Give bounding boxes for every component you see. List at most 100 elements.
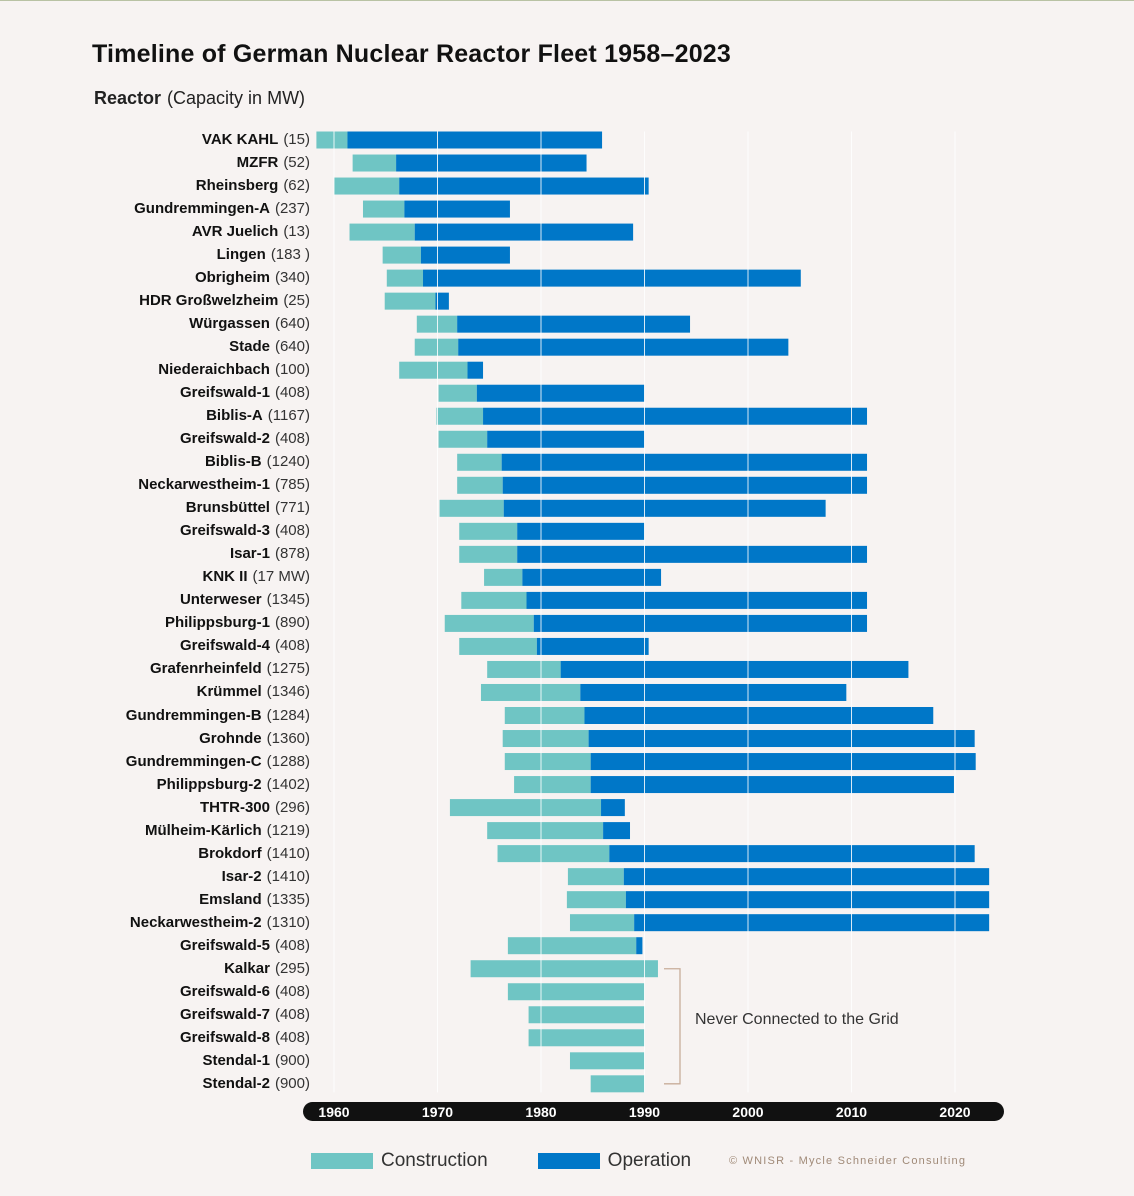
construction-bar-neckarwestheim-2 <box>569 914 635 932</box>
operation-bar-greifswald-1 <box>476 384 645 402</box>
reactor-label-isar-2: Isar-2 (1410) <box>222 867 310 887</box>
reactor-label-stendal-2: Stendal-2 (900) <box>202 1074 310 1094</box>
x-tick-label-2020: 2020 <box>939 1104 970 1120</box>
reactor-capacity: (62) <box>283 177 310 195</box>
reactor-name: Grohnde <box>199 729 262 747</box>
reactor-capacity: (100) <box>274 361 310 379</box>
reactor-capacity: (13) <box>283 223 310 241</box>
reactor-capacity: (408) <box>274 1028 310 1046</box>
reactor-capacity: (1275) <box>266 660 310 678</box>
reactor-label-grafenrheinfeld: Grafenrheinfeld (1275) <box>150 659 310 679</box>
reactor-capacity: (408) <box>274 936 310 954</box>
reactor-label-m-lheim-k-rlich: Mülheim-Kärlich (1219) <box>145 821 310 841</box>
operation-bar-gundremmingen-b <box>584 707 934 724</box>
reactor-name: Biblis-A <box>206 407 263 425</box>
never-connected-annotation: Never Connected to the Grid <box>695 1011 899 1028</box>
reactor-name: Rheinsberg <box>195 177 279 195</box>
x-axis-bar <box>303 1102 1004 1121</box>
x-tick-label-1980: 1980 <box>525 1104 556 1120</box>
operation-bar-rheinsberg <box>399 177 649 195</box>
construction-bar-greifswald-3 <box>459 522 518 540</box>
legend-construction-swatch <box>311 1153 373 1169</box>
operation-bar-lingen <box>420 246 510 264</box>
reactor-label-brunsb-ttel: Brunsbüttel (771) <box>186 498 310 518</box>
reactor-name: Gundremmingen-A <box>134 200 270 218</box>
reactor-name: Grafenrheinfeld <box>149 660 262 678</box>
reactor-capacity: (640) <box>274 315 310 333</box>
construction-bar-grohnde <box>502 730 589 748</box>
reactor-name: KNK II <box>202 568 248 586</box>
reactor-name: Greifswald-5 <box>179 936 270 954</box>
reactor-label-philippsburg-1: Philippsburg-1 (890) <box>165 613 310 633</box>
reactor-label-greifswald-8: Greifswald-8 (408) <box>180 1028 310 1048</box>
reactor-name: Greifswald-2 <box>179 430 270 448</box>
reactor-name: Mülheim-Kärlich <box>144 821 262 839</box>
never-connected-bracket <box>664 968 681 1085</box>
reactor-capacity: (340) <box>274 269 310 287</box>
operation-bar-grohnde <box>588 730 975 748</box>
reactor-name: VAK KAHL <box>201 131 279 148</box>
reactor-capacity: (408) <box>274 430 310 448</box>
reactor-capacity: (1219) <box>266 821 310 839</box>
reactor-capacity: (640) <box>274 338 310 356</box>
construction-bar-greifswald-7 <box>528 1006 645 1024</box>
construction-bar-gundremmingen-a <box>362 200 405 218</box>
reactor-name: Obrigheim <box>194 269 270 287</box>
reactor-label-isar-1: Isar-1 (878) <box>230 544 310 564</box>
reactor-name: Gundremmingen-C <box>125 752 262 770</box>
reactor-name: Neckarwestheim-1 <box>138 476 270 494</box>
operation-bar-greifswald-3 <box>517 522 645 540</box>
reactor-capacity: (900) <box>274 1074 310 1092</box>
reactor-label-vak-kahl: VAK KAHL (15) <box>202 130 310 150</box>
construction-bar-biblis-b <box>457 453 502 471</box>
operation-bar-gundremmingen-a <box>404 200 510 218</box>
reactor-label-emsland: Emsland (1335) <box>199 890 310 910</box>
construction-bar-neckarwestheim-1 <box>457 476 503 494</box>
reactor-name: Brokdorf <box>198 844 262 862</box>
top-rule <box>0 0 1134 5</box>
reactor-capacity: (1360) <box>266 729 310 747</box>
construction-bar-greifswald-4 <box>459 637 537 655</box>
reactor-labels: VAK KAHL (15) MZFR (52) Rheinsberg (62) Gundre… <box>0 0 310 1196</box>
reactor-name: Greifswald-7 <box>179 1005 270 1023</box>
operation-bar-brokdorf <box>609 845 975 863</box>
reactor-capacity: (1284) <box>266 706 310 724</box>
reactor-capacity: (183 ) <box>270 246 310 264</box>
reactor-label-gundremmingen-a: Gundremmingen-A (237) <box>134 199 310 219</box>
reactor-label-kalkar: Kalkar (295) <box>224 959 310 979</box>
operation-bar-philippsburg-1 <box>533 614 868 632</box>
operation-bar-obrigheim <box>423 269 801 287</box>
construction-bar-greifswald-6 <box>507 983 645 1001</box>
reactor-label-neckarwestheim-2: Neckarwestheim-2 (1310) <box>130 913 310 933</box>
reactor-label-biblis-a: Biblis-A (1167) <box>206 406 310 426</box>
reactor-name: MZFR <box>236 154 279 172</box>
operation-bar-isar-2 <box>623 868 990 886</box>
reactor-label-greifswald-7: Greifswald-7 (408) <box>180 1005 310 1025</box>
reactor-capacity: (17 MW) <box>252 568 311 586</box>
reactor-name: Lingen <box>216 246 266 264</box>
construction-bar-grafenrheinfeld <box>487 660 561 678</box>
reactor-name: Emsland <box>199 890 262 908</box>
reactor-capacity: (900) <box>274 1051 310 1069</box>
reactor-label-obrigheim: Obrigheim (340) <box>195 268 310 288</box>
reactor-name: Kalkar <box>224 959 270 977</box>
operation-bar-brunsb-ttel <box>503 499 826 517</box>
operation-bar-biblis-a <box>483 407 868 425</box>
operation-bar-hdr-gro-welzheim <box>435 292 449 310</box>
reactor-label-rheinsberg: Rheinsberg (62) <box>196 176 310 196</box>
operation-bar-emsland <box>625 891 990 909</box>
reactor-name: Neckarwestheim-2 <box>129 913 262 931</box>
reactor-capacity: (1410) <box>266 844 310 862</box>
reactor-label-unterweser: Unterweser (1345) <box>180 590 310 610</box>
operation-bar-avr-juelich <box>414 223 634 241</box>
reactor-label-grohnde: Grohnde (1360) <box>199 729 310 749</box>
operation-bar-greifswald-4 <box>536 637 649 655</box>
row-axis-header: Reactor (Capacity in MW) <box>94 88 305 109</box>
operation-bar-neckarwestheim-2 <box>634 914 990 932</box>
operation-bar-thtr-300 <box>601 799 625 817</box>
construction-bar-stendal-1 <box>569 1052 645 1070</box>
construction-bar-brokdorf <box>497 845 610 863</box>
reactor-capacity: (1335) <box>266 890 310 908</box>
reactor-capacity: (408) <box>274 522 310 540</box>
reactor-capacity: (237) <box>274 200 310 218</box>
